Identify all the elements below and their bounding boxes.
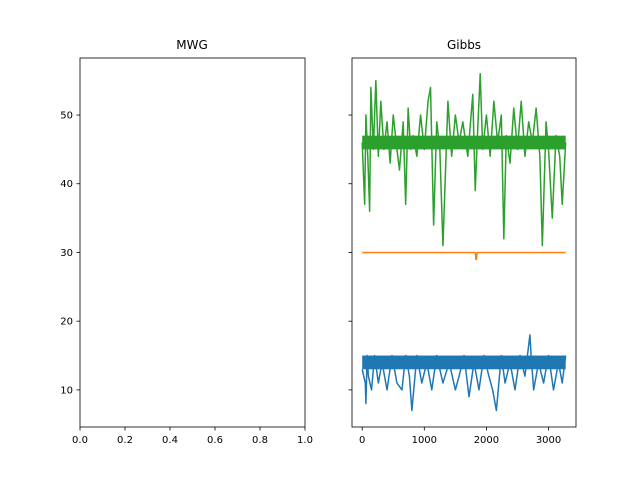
gibbs-series-group <box>361 73 567 412</box>
gibbs-series-2-line <box>361 73 567 247</box>
gibbs-series-2 <box>361 73 567 247</box>
gibbs-x-tick-label: 0 <box>359 435 365 446</box>
mwg-y-tick-label: 40 <box>60 179 73 190</box>
mwg-x-tick-label: 0.0 <box>72 435 88 446</box>
mwg-y-tick-label: 20 <box>60 317 73 328</box>
gibbs-series-1-line <box>362 251 566 261</box>
gibbs-subplot: Gibbs 0 1000 2000 3000 <box>348 38 577 446</box>
mwg-title: MWG <box>176 38 208 52</box>
gibbs-axes-frame <box>351 57 577 428</box>
mwg-y-tick-label: 10 <box>60 385 73 396</box>
mwg-x-tick-label: 0.6 <box>207 435 223 446</box>
gibbs-series-0-line <box>361 334 567 412</box>
mwg-y-tick-label: 50 <box>60 111 73 122</box>
mwg-ticks: 0.0 0.2 0.4 0.6 0.8 1.0 10 20 30 40 50 <box>60 111 313 446</box>
mwg-x-tick-label: 1.0 <box>297 435 313 446</box>
mwg-axes-frame <box>79 57 306 428</box>
gibbs-title: Gibbs <box>447 38 481 52</box>
gibbs-series-0 <box>361 334 567 412</box>
gibbs-x-tick-label: 2000 <box>474 435 499 446</box>
gibbs-series-1 <box>362 251 566 261</box>
mwg-x-tick-label: 0.2 <box>117 435 133 446</box>
mwg-x-tick-label: 0.4 <box>162 435 178 446</box>
gibbs-x-tick-label: 3000 <box>536 435 561 446</box>
gibbs-ticks: 0 1000 2000 3000 <box>348 114 561 446</box>
gibbs-series-2-band <box>362 135 566 150</box>
mwg-y-tick-label: 30 <box>60 248 73 259</box>
mwg-x-tick-label: 0.8 <box>252 435 268 446</box>
mwg-subplot: MWG 0.0 0.2 0.4 0.6 0.8 1.0 10 20 30 40 50 <box>60 38 313 446</box>
gibbs-x-tick-label: 1000 <box>412 435 437 446</box>
gibbs-series-0-band <box>362 355 566 370</box>
